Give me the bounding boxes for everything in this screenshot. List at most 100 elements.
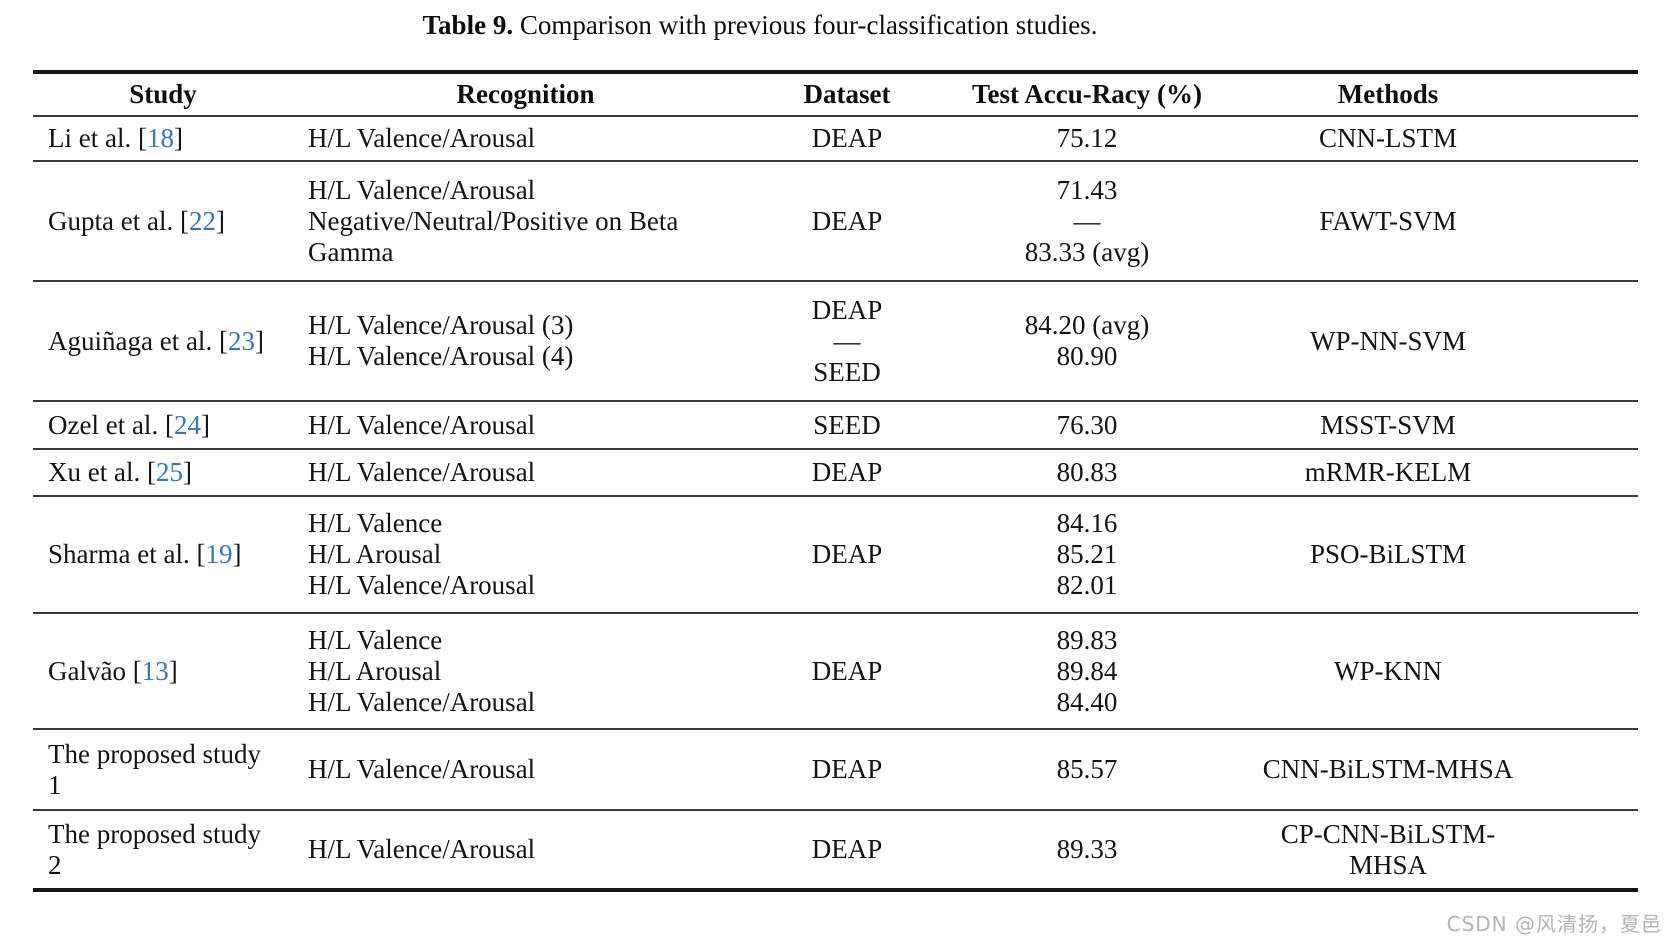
cell-line: 84.40 bbox=[1056, 686, 1118, 717]
table-row: Galvão [13] H/L Valence H/L Arousal H/L Val… bbox=[33, 613, 1638, 730]
cell-line: 84.20 (avg) bbox=[1024, 310, 1150, 340]
cell-line: Gamma bbox=[308, 236, 394, 267]
citation-ref-link[interactable]: 13 bbox=[141, 655, 169, 686]
study-name: 1 bbox=[48, 769, 62, 800]
study-cell: Sharma et al. [19] bbox=[33, 496, 293, 614]
study-cell: Xu et al. [25] bbox=[33, 449, 293, 497]
recognition-cell: H/L Valence/Arousal bbox=[293, 449, 758, 497]
accuracy-cell: 80.83 bbox=[936, 449, 1238, 497]
table-header-row: Study Recognition Dataset Test Accu-Racy… bbox=[33, 72, 1638, 117]
cell-line: CP-CNN-BiLSTM- bbox=[1280, 818, 1496, 849]
citation-ref-link[interactable]: 18 bbox=[146, 123, 174, 153]
cell-line: H/L Valence/Arousal bbox=[308, 834, 536, 864]
study-cell: Ozel et al. [24] bbox=[33, 401, 293, 450]
recognition-cell: H/L Valence/Arousal bbox=[293, 401, 758, 450]
cell-line: Negative/Neutral/Positive on Beta bbox=[308, 205, 679, 236]
citation-ref-link[interactable]: 22 bbox=[188, 205, 216, 236]
methods-cell: WP-NN-SVM bbox=[1238, 281, 1638, 402]
cell-line: CNN-LSTM bbox=[1318, 123, 1457, 153]
comparison-table: Study Recognition Dataset Test Accu-Racy… bbox=[33, 70, 1638, 892]
table-row: Aguiñaga et al. [23] H/L Valence/Arousal … bbox=[33, 281, 1638, 402]
table-row: Ozel et al. [24] H/L Valence/Arousal SEED 7… bbox=[33, 401, 1638, 450]
cell-line: H/L Valence/Arousal (4) bbox=[308, 341, 574, 371]
cell-line: SEED bbox=[813, 409, 881, 440]
accuracy-cell: 84.16 85.21 82.01 bbox=[936, 496, 1238, 614]
accuracy-cell: 85.57 bbox=[936, 729, 1238, 811]
table-caption-label: Table 9. bbox=[422, 10, 514, 40]
study-cell: Galvão [13] bbox=[33, 613, 293, 730]
study-name: Aguiñaga et al. [23] bbox=[48, 325, 264, 356]
header-dataset: Dataset bbox=[758, 72, 936, 117]
recognition-cell: H/L Valence H/L Arousal H/L Valence/Arousa… bbox=[293, 496, 758, 614]
cell-line: CNN-BiLSTM-MHSA bbox=[1262, 754, 1514, 784]
study-name: Li et al. [18] bbox=[48, 123, 183, 153]
cell-line: 89.83 bbox=[1056, 624, 1118, 655]
cell-line: DEAP bbox=[811, 294, 883, 325]
cell-line: MSST-SVM bbox=[1320, 409, 1456, 440]
dataset-cell: DEAP bbox=[758, 810, 936, 890]
cell-line: H/L Arousal bbox=[308, 539, 442, 569]
methods-cell: CP-CNN-BiLSTM- MHSA bbox=[1238, 810, 1638, 890]
table-row: Li et al. [18] H/L Valence/Arousal DEAP 75.… bbox=[33, 116, 1638, 162]
recognition-cell: H/L Valence/Arousal bbox=[293, 729, 758, 811]
dataset-cell: DEAP bbox=[758, 449, 936, 497]
table-row: Gupta et al. [22] H/L Valence/Arousal Nega… bbox=[33, 161, 1638, 282]
cell-line: FAWT-SVM bbox=[1319, 205, 1457, 236]
cell-line: 82.01 bbox=[1056, 570, 1118, 600]
cell-line: DEAP bbox=[811, 539, 883, 569]
methods-cell: MSST-SVM bbox=[1238, 401, 1638, 450]
accuracy-cell: 89.83 89.84 84.40 bbox=[936, 613, 1238, 730]
cell-line: WP-NN-SVM bbox=[1309, 325, 1466, 356]
study-name: Ozel et al. [24] bbox=[48, 409, 210, 440]
recognition-cell: H/L Valence/Arousal Negative/Neutral/Posi… bbox=[293, 161, 758, 282]
cell-line: 80.90 bbox=[1056, 341, 1118, 371]
cell-line: 84.16 bbox=[1056, 508, 1118, 538]
cell-line: H/L Valence/Arousal bbox=[308, 409, 536, 440]
cell-line: — bbox=[1073, 205, 1101, 236]
methods-cell: CNN-BiLSTM-MHSA bbox=[1238, 729, 1638, 811]
dataset-cell: DEAP — SEED bbox=[758, 281, 936, 402]
cell-line: 75.12 bbox=[1056, 123, 1118, 153]
study-cell: The proposed study 2 bbox=[33, 810, 293, 890]
accuracy-cell: 76.30 bbox=[936, 401, 1238, 450]
cell-line: H/L Valence bbox=[308, 624, 443, 655]
cell-line: DEAP bbox=[811, 123, 883, 153]
recognition-cell: H/L Valence H/L Arousal H/L Valence/Arousa… bbox=[293, 613, 758, 730]
study-name: The proposed study bbox=[48, 738, 261, 769]
cell-line: PSO-BiLSTM bbox=[1309, 539, 1467, 569]
accuracy-cell: 84.20 (avg) 80.90 bbox=[936, 281, 1238, 402]
study-name: 2 bbox=[48, 849, 62, 880]
table-row: Xu et al. [25] H/L Valence/Arousal DEAP 80.… bbox=[33, 449, 1638, 497]
cell-line: DEAP bbox=[811, 655, 883, 686]
cell-line: 85.57 bbox=[1056, 754, 1118, 784]
citation-ref-link[interactable]: 25 bbox=[155, 457, 183, 487]
cell-line: DEAP bbox=[811, 754, 883, 784]
cell-line: 89.33 bbox=[1056, 834, 1118, 864]
study-cell: The proposed study 1 bbox=[33, 729, 293, 811]
methods-cell: CNN-LSTM bbox=[1238, 116, 1638, 162]
citation-ref-link[interactable]: 23 bbox=[227, 325, 255, 356]
methods-cell: WP-KNN bbox=[1238, 613, 1638, 730]
citation-ref-link[interactable]: 19 bbox=[205, 539, 233, 569]
dataset-cell: DEAP bbox=[758, 496, 936, 614]
study-name: Galvão [13] bbox=[48, 655, 178, 686]
cell-line: 80.83 bbox=[1056, 457, 1118, 487]
cell-line: 85.21 bbox=[1056, 539, 1118, 569]
cell-line: mRMR-KELM bbox=[1304, 457, 1472, 487]
methods-cell: PSO-BiLSTM bbox=[1238, 496, 1638, 614]
table-body: Li et al. [18] H/L Valence/Arousal DEAP 75.… bbox=[33, 116, 1638, 890]
study-name: Sharma et al. [19] bbox=[48, 539, 242, 569]
dataset-cell: DEAP bbox=[758, 729, 936, 811]
dataset-cell: DEAP bbox=[758, 116, 936, 162]
cell-line: H/L Valence/Arousal bbox=[308, 457, 536, 487]
cell-line: H/L Arousal bbox=[308, 655, 442, 686]
table-row: The proposed study 1 H/L Valence/Arousal DE… bbox=[33, 729, 1638, 811]
citation-ref-link[interactable]: 24 bbox=[173, 409, 201, 440]
cell-line: H/L Valence bbox=[308, 508, 443, 538]
cell-line: H/L Valence/Arousal bbox=[308, 174, 536, 205]
cell-line: WP-KNN bbox=[1334, 655, 1442, 686]
table-caption-text: Comparison with previous four-classifica… bbox=[519, 10, 1098, 40]
study-name: Xu et al. [25] bbox=[48, 457, 192, 487]
study-cell: Aguiñaga et al. [23] bbox=[33, 281, 293, 402]
cell-line: H/L Valence/Arousal bbox=[308, 686, 536, 717]
